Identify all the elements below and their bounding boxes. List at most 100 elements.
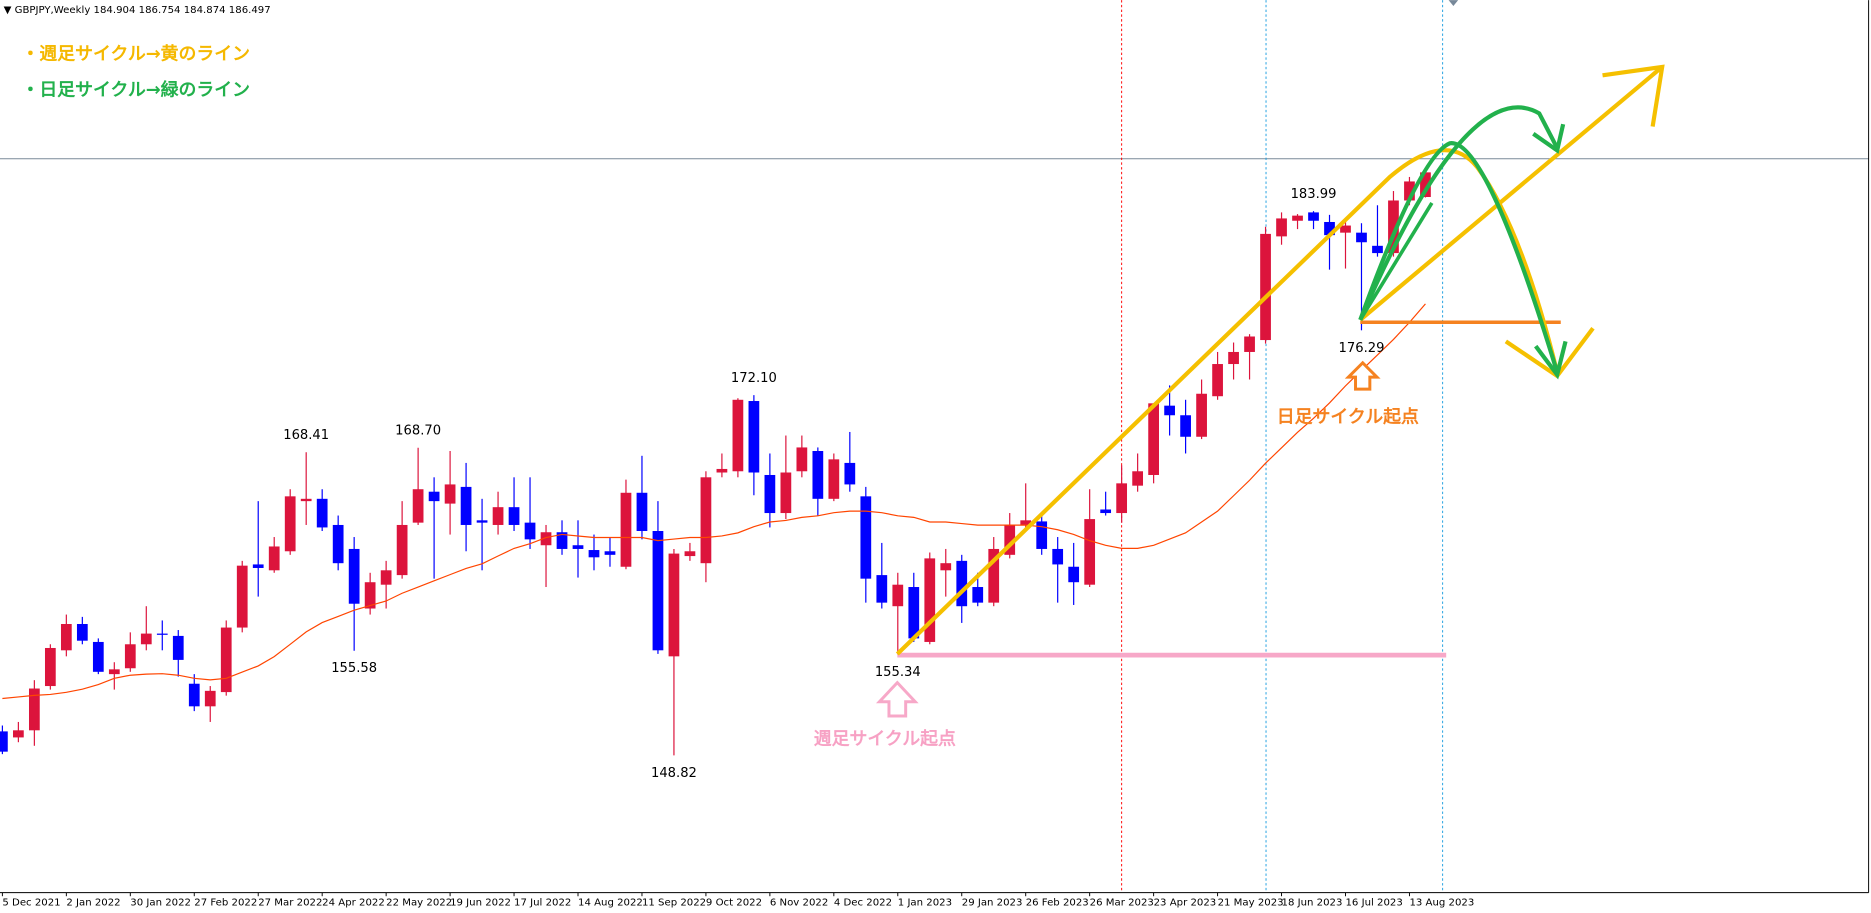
candle-body xyxy=(1196,393,1207,437)
candle-body xyxy=(748,401,760,473)
candle-body xyxy=(876,575,888,603)
candle-body xyxy=(1308,212,1319,221)
candle-body xyxy=(1228,351,1239,365)
candle-body xyxy=(13,730,24,738)
candle-body xyxy=(188,683,200,707)
price-label: 168.70 xyxy=(395,424,441,439)
candle-body xyxy=(1420,172,1431,198)
candle-body xyxy=(1084,519,1096,585)
annotation: ・週足サイクル→黄のライン xyxy=(21,43,250,65)
candle-body xyxy=(716,468,728,473)
candle-body xyxy=(204,690,216,707)
price-label: 148.82 xyxy=(651,766,697,781)
candle-body xyxy=(1100,509,1112,514)
candle-body xyxy=(60,623,72,651)
candle-body xyxy=(892,584,904,607)
candle-body xyxy=(940,563,952,571)
candle-body xyxy=(1388,200,1399,254)
candle-body xyxy=(380,570,392,585)
candle-body xyxy=(972,587,984,603)
x-tick-label: 18 Jun 2023 xyxy=(1282,898,1343,909)
candle-body xyxy=(860,496,872,579)
annotation: ・日足サイクル→緑のライン xyxy=(21,79,250,101)
chart-header: ▼ GBPJPY,Weekly 184.904 186.754 184.874 … xyxy=(4,5,271,16)
x-tick-label: 26 Feb 2023 xyxy=(1026,898,1089,909)
candle-body xyxy=(1020,520,1032,525)
candle-body xyxy=(524,522,536,540)
price-label: 183.99 xyxy=(1291,187,1337,202)
candle-body xyxy=(556,532,568,549)
candle-body xyxy=(956,560,968,607)
candle-body xyxy=(652,531,664,651)
candle-body xyxy=(1324,221,1335,236)
header-icon: ▼ xyxy=(4,5,12,16)
daily-cycle-line xyxy=(1358,202,1434,321)
price-label: 176.29 xyxy=(1339,341,1385,356)
candle-body xyxy=(444,484,456,504)
candle-body xyxy=(1372,245,1383,254)
candle-body xyxy=(348,548,360,604)
candle-body xyxy=(76,623,88,641)
daily-cycle-line xyxy=(1358,105,1560,321)
candle-body xyxy=(156,633,168,635)
drawings: ・週足サイクル→黄のライン ・日足サイクル→緑のライン 日足サイクル起点 週足サ… xyxy=(21,43,1665,750)
candle-body xyxy=(428,491,440,502)
x-tick-label: 23 Apr 2023 xyxy=(1154,898,1217,909)
x-tick-label: 22 May 2022 xyxy=(386,898,452,909)
up-arrow-icon xyxy=(875,680,919,718)
candle-body xyxy=(268,546,280,571)
candle-body xyxy=(828,459,840,499)
candle-body xyxy=(684,551,696,557)
price-label: 155.58 xyxy=(331,661,377,676)
x-tick-label: 1 Jan 2023 xyxy=(898,898,952,909)
candle-body xyxy=(140,633,152,645)
header-open: 184.904 xyxy=(94,5,136,16)
x-tick-label: 29 Jan 2023 xyxy=(962,898,1023,909)
candle-body xyxy=(572,545,584,549)
candle-body xyxy=(844,462,856,485)
candle-body xyxy=(1356,232,1367,243)
candle-body xyxy=(1036,521,1048,549)
candles xyxy=(0,168,1431,756)
candle-body xyxy=(1180,415,1191,437)
candle-body xyxy=(220,627,232,693)
candle-body xyxy=(908,587,920,639)
candle-body xyxy=(812,450,824,499)
candle-body xyxy=(316,498,328,528)
candle-body xyxy=(332,524,344,564)
x-tick-label: 4 Dec 2022 xyxy=(834,898,892,909)
candle-body xyxy=(172,635,184,660)
x-tick-label: 14 Aug 2022 xyxy=(578,898,643,909)
candle-body xyxy=(780,472,792,514)
candle-body xyxy=(28,688,40,731)
candle-body xyxy=(124,644,136,669)
price-label: 155.34 xyxy=(875,665,921,680)
candle-body xyxy=(92,641,104,672)
candle-body xyxy=(476,520,488,523)
candle-body xyxy=(0,731,8,752)
x-tick-label: 26 Mar 2023 xyxy=(1090,898,1154,909)
candle-body xyxy=(252,564,264,568)
candle-body xyxy=(924,558,936,642)
candle-body xyxy=(412,489,424,523)
x-tick-label: 6 Nov 2022 xyxy=(770,898,828,909)
candle-body xyxy=(44,647,56,687)
x-tick-label: 9 Oct 2022 xyxy=(706,898,762,909)
candle-body xyxy=(988,548,1000,603)
candle-body xyxy=(1404,181,1415,201)
candle-body xyxy=(1164,405,1175,416)
candle-body xyxy=(1212,364,1223,397)
price-label: 168.41 xyxy=(283,428,329,443)
candle-body xyxy=(364,582,376,609)
candle-body xyxy=(1260,233,1271,341)
x-tick-label: 16 Jul 2023 xyxy=(1345,898,1402,909)
annotation: 日足サイクル起点 xyxy=(1277,405,1419,427)
moving-average xyxy=(2,303,1426,700)
candle-body xyxy=(668,553,680,657)
candle-body xyxy=(1052,548,1064,565)
candle-body xyxy=(1148,403,1159,475)
header-close: 186.497 xyxy=(229,5,271,16)
header-high: 186.754 xyxy=(139,5,181,16)
shift-marker xyxy=(1448,0,1459,7)
